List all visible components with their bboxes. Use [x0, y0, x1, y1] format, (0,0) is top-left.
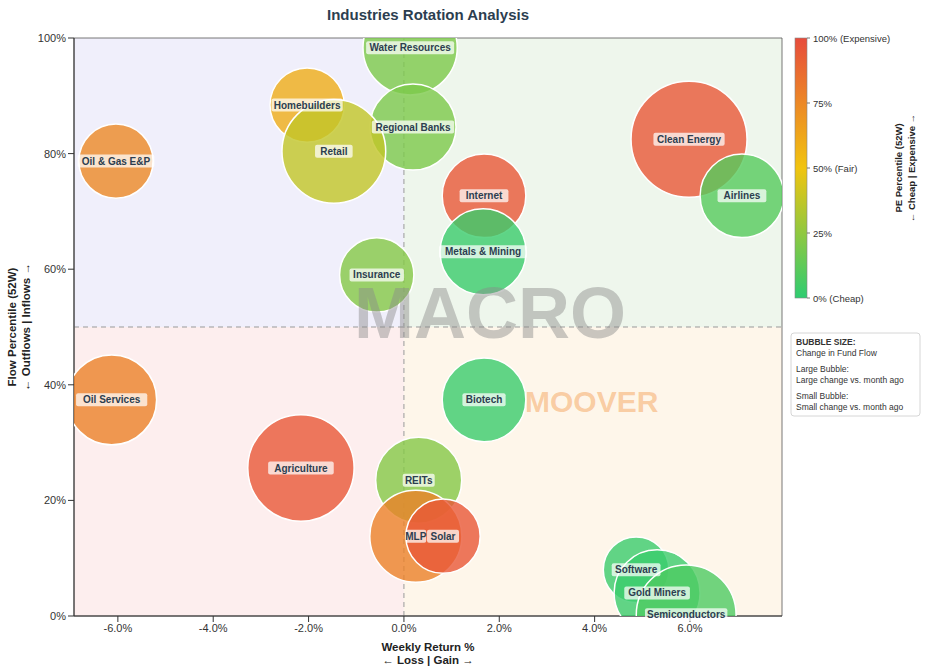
svg-text:-2.0%: -2.0%: [294, 622, 323, 634]
svg-text:← Loss | Gain →: ← Loss | Gain →: [382, 654, 473, 666]
svg-text:Oil & Gas E&P: Oil & Gas E&P: [82, 156, 151, 167]
svg-text:40%: 40%: [44, 379, 66, 391]
svg-text:Airlines: Airlines: [724, 190, 761, 201]
svg-text:2.0%: 2.0%: [487, 622, 512, 634]
svg-text:BUBBLE SIZE:: BUBBLE SIZE:: [796, 337, 856, 347]
svg-text:80%: 80%: [44, 148, 66, 160]
svg-text:4.0%: 4.0%: [582, 622, 607, 634]
svg-text:100% (Expensive): 100% (Expensive): [813, 33, 890, 44]
svg-text:Oil Services: Oil Services: [83, 394, 141, 405]
svg-text:Small change vs. month ago: Small change vs. month ago: [796, 402, 904, 412]
svg-text:Large Bubble:: Large Bubble:: [796, 364, 849, 374]
svg-text:Water Resources: Water Resources: [369, 42, 451, 53]
svg-text:100%: 100%: [38, 32, 66, 44]
svg-text:Clean Energy: Clean Energy: [657, 134, 721, 145]
svg-text:75%: 75%: [813, 98, 833, 109]
svg-text:Regional Banks: Regional Banks: [375, 122, 450, 133]
svg-text:PE Percentile (52W): PE Percentile (52W): [893, 123, 904, 212]
svg-text:REITs: REITs: [405, 475, 433, 486]
svg-text:Flow Percentile (52W): Flow Percentile (52W): [6, 267, 18, 386]
svg-text:← Cheap | Expensive →: ← Cheap | Expensive →: [906, 114, 917, 222]
svg-text:25%: 25%: [813, 228, 833, 239]
svg-text:-6.0%: -6.0%: [103, 622, 132, 634]
svg-text:Metals & Mining: Metals & Mining: [445, 246, 521, 257]
svg-text:0%: 0%: [50, 610, 66, 622]
svg-text:MACRO: MACRO: [354, 273, 626, 353]
svg-text:6.0%: 6.0%: [677, 622, 702, 634]
svg-text:Large change vs. month ago: Large change vs. month ago: [796, 375, 904, 385]
svg-text:Homebuilders: Homebuilders: [274, 100, 341, 111]
svg-text:-4.0%: -4.0%: [199, 622, 228, 634]
svg-text:Retail: Retail: [320, 146, 347, 157]
svg-text:Software: Software: [615, 564, 658, 575]
svg-text:Industries Rotation Analysis: Industries Rotation Analysis: [327, 6, 529, 23]
svg-text:50% (Fair): 50% (Fair): [813, 163, 857, 174]
svg-text:60%: 60%: [44, 263, 66, 275]
svg-text:Biotech: Biotech: [466, 394, 503, 405]
svg-text:MLP: MLP: [405, 531, 426, 542]
svg-text:Change in Fund Flow: Change in Fund Flow: [796, 348, 878, 358]
svg-text:← Outflows | Inflows →: ← Outflows | Inflows →: [20, 263, 32, 391]
svg-text:Agriculture: Agriculture: [274, 463, 328, 474]
svg-text:0.0%: 0.0%: [391, 622, 416, 634]
svg-text:20%: 20%: [44, 494, 66, 506]
svg-text:MOOVER: MOOVER: [525, 385, 659, 418]
svg-text:Small Bubble:: Small Bubble:: [796, 391, 848, 401]
svg-text:Weekly Return %: Weekly Return %: [381, 641, 474, 653]
svg-text:Internet: Internet: [466, 190, 503, 201]
svg-text:Semiconductors: Semiconductors: [647, 609, 726, 620]
svg-text:Insurance: Insurance: [353, 269, 401, 280]
svg-text:Solar: Solar: [431, 531, 456, 542]
svg-text:Gold Miners: Gold Miners: [628, 587, 686, 598]
svg-text:0% (Cheap): 0% (Cheap): [813, 293, 864, 304]
